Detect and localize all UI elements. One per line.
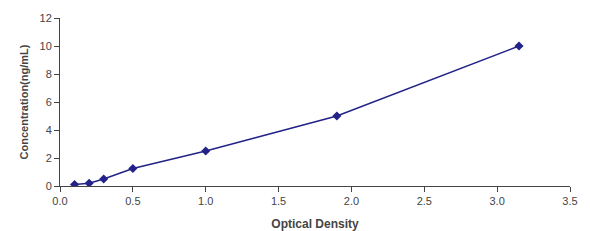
svg-text:0: 0: [46, 180, 52, 192]
svg-text:10: 10: [40, 40, 52, 52]
svg-text:1.5: 1.5: [271, 195, 286, 207]
svg-text:2: 2: [46, 152, 52, 164]
svg-text:Optical Density: Optical Density: [271, 217, 359, 231]
svg-text:2.0: 2.0: [344, 195, 359, 207]
svg-text:Concentration(ng/mL): Concentration(ng/mL): [18, 44, 30, 159]
svg-text:3.0: 3.0: [489, 195, 504, 207]
svg-text:6: 6: [46, 96, 52, 108]
svg-text:4: 4: [46, 124, 52, 136]
svg-text:12: 12: [40, 12, 52, 24]
svg-text:0.0: 0.0: [52, 195, 67, 207]
svg-text:0.5: 0.5: [125, 195, 140, 207]
svg-text:3.5: 3.5: [562, 195, 577, 207]
svg-text:8: 8: [46, 68, 52, 80]
svg-text:1.0: 1.0: [198, 195, 213, 207]
svg-text:2.5: 2.5: [417, 195, 432, 207]
